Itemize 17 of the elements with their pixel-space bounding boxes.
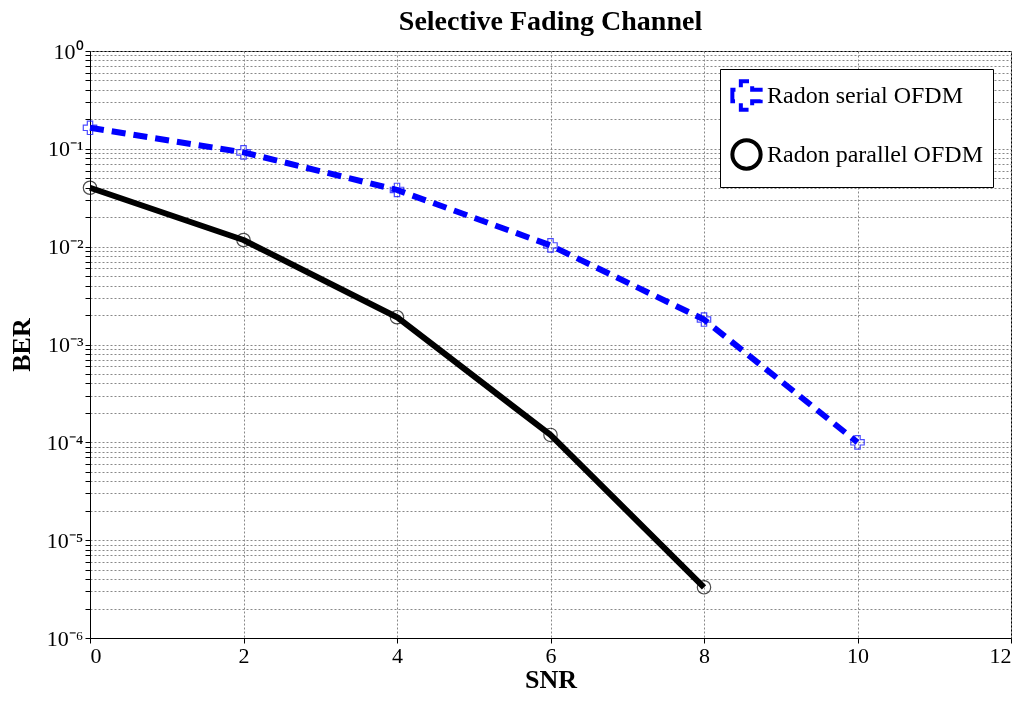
- y-tick-label: 10⁻⁴: [46, 429, 84, 455]
- x-tick-label: 10: [847, 642, 869, 668]
- y-tick-label: 10⁻⁵: [46, 527, 84, 553]
- x-tick-label: 0: [90, 642, 102, 668]
- legend-label: Radon parallel OFDM: [767, 140, 983, 167]
- y-axis-title: BER: [6, 318, 36, 372]
- x-tick-label: 4: [392, 642, 403, 668]
- y-tick-label: 10⁻³: [47, 332, 84, 357]
- chart-title: Selective Fading Channel: [398, 5, 703, 36]
- x-tick-label: 12: [989, 642, 1012, 668]
- legend-label: Radon serial OFDM: [767, 81, 963, 108]
- x-tick-label: 2: [238, 642, 250, 668]
- y-tick-label: 10⁻⁶: [46, 625, 84, 651]
- y-tick-label: 10⁰: [53, 38, 84, 64]
- y-tick-label: 10⁻¹: [47, 136, 84, 162]
- y-tick-label: 10⁻²: [47, 234, 84, 260]
- x-tick-label: 8: [699, 642, 710, 668]
